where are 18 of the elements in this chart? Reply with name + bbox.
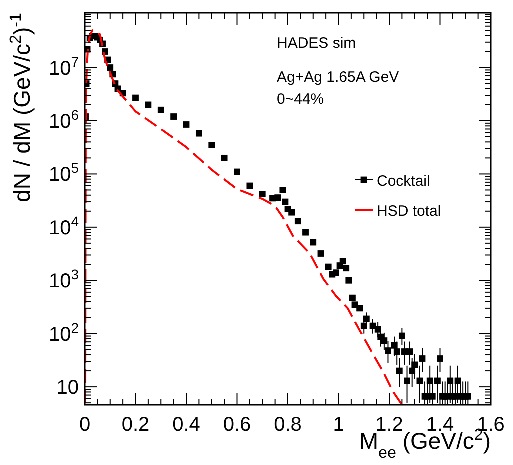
x-tick-label: 0: [79, 414, 91, 436]
y-tick-label: 10$^{2}$: [48, 320, 80, 346]
y-tick-label: 10$^{6}$: [48, 106, 80, 133]
y-tick-label: 10: [56, 377, 79, 400]
y-tick-label: 10$^{3}$: [48, 266, 80, 293]
annotation: HADES sim: [277, 35, 356, 52]
x-tick-label: 0.8: [274, 414, 302, 436]
annotation: Ag+Ag 1.65A GeV: [277, 69, 400, 86]
x-tick-label: 0.6: [223, 414, 252, 436]
y-tick-label: 10$^{4}$: [48, 213, 80, 240]
legend-label: Cocktail: [377, 173, 430, 190]
y-tick-label: 10$^{7}$: [48, 54, 80, 80]
x-tick-label: 0.2: [122, 414, 150, 436]
x-tick-label: 0.4: [172, 414, 200, 436]
annotation: 0~44%: [277, 91, 324, 108]
x-tick-label: 1: [333, 414, 344, 436]
legend-label: HSD total: [377, 203, 442, 220]
y-tick-label: 10$^{5}$: [48, 160, 80, 186]
